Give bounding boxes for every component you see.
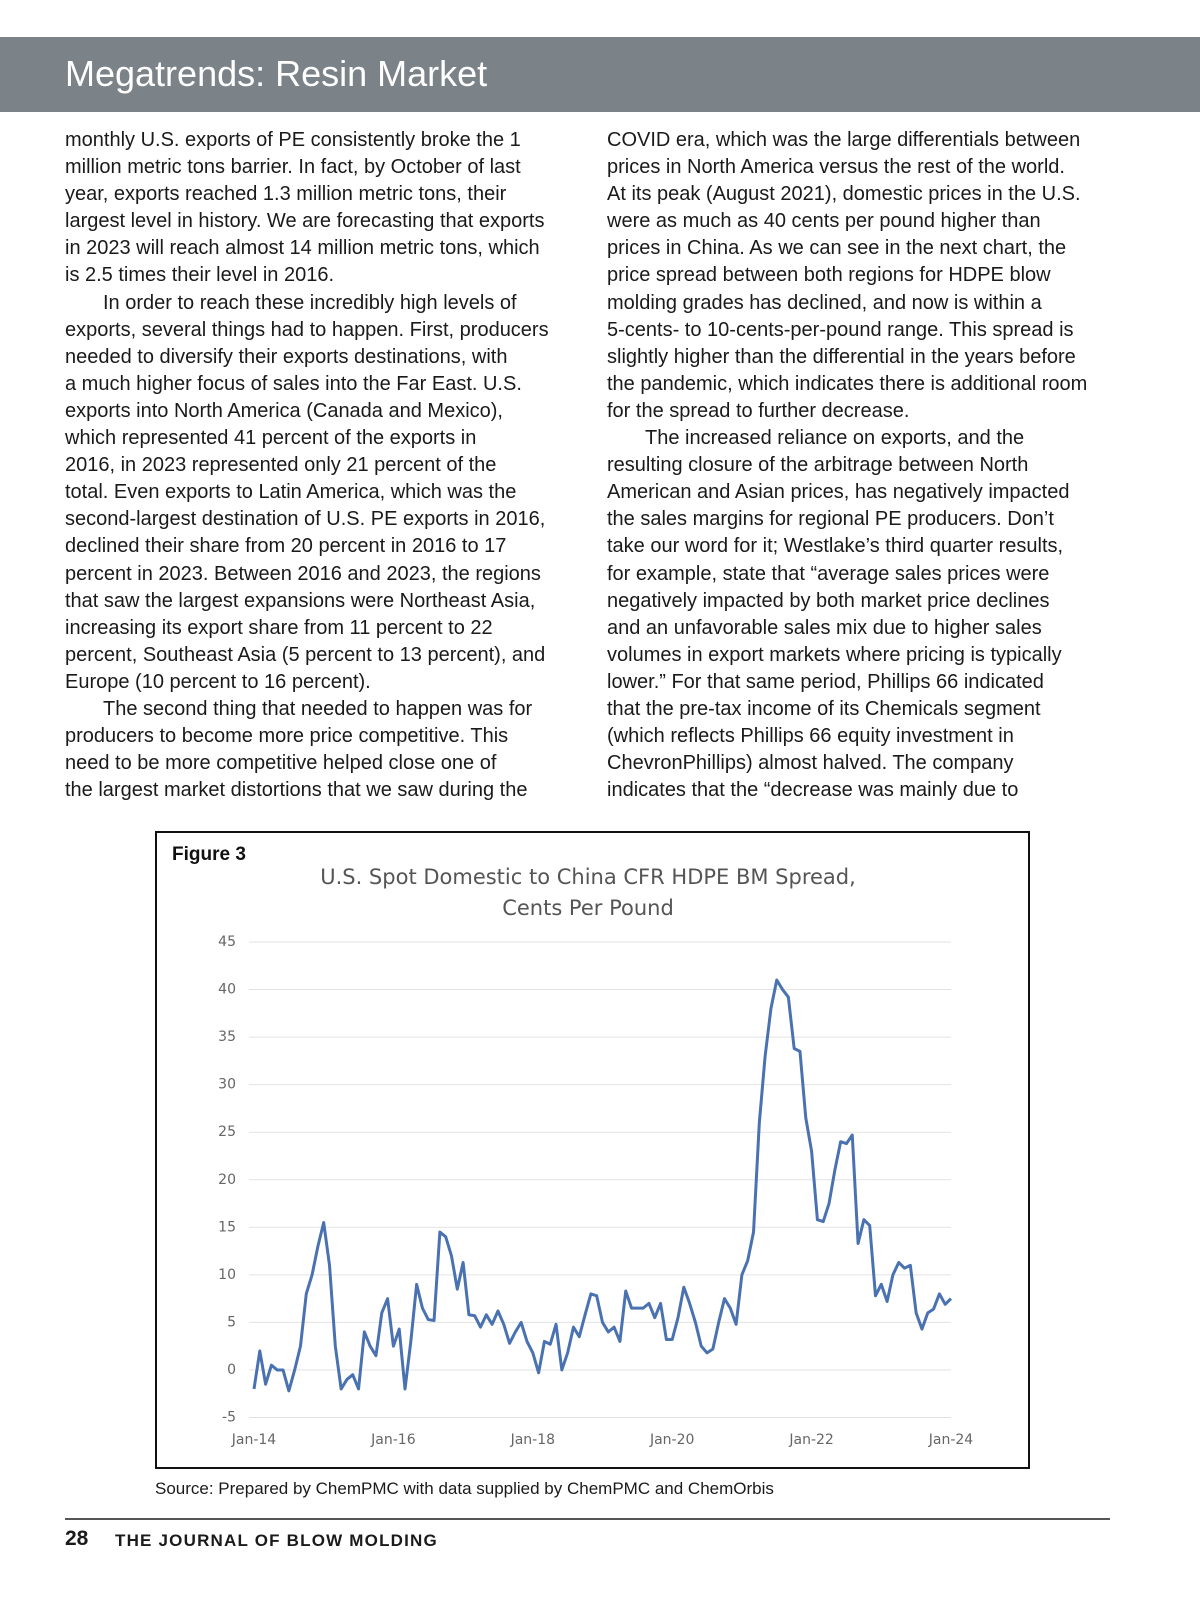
- y-tick-label: 40: [218, 982, 236, 998]
- text-line: year, exports reached 1.3 million metric…: [65, 183, 507, 206]
- text-line: producers to become more price competiti…: [65, 725, 509, 748]
- figure: Figure 3 U.S. Spot Domestic to China CFR…: [155, 831, 1030, 1469]
- x-tick-label: Jan-22: [788, 1432, 833, 1448]
- x-tick-label: Jan-16: [370, 1432, 416, 1448]
- y-tick-label: 0: [227, 1362, 236, 1378]
- paragraph: In order to reach these incredibly high …: [65, 290, 585, 696]
- text-line: that the pre-tax income of its Chemicals…: [607, 697, 1041, 720]
- paragraph: COVID era, which was the large different…: [607, 127, 1127, 425]
- text-line: that saw the largest expansions were Nor…: [65, 589, 536, 612]
- x-tick-label: Jan-14: [231, 1432, 277, 1448]
- text-line: exports into North America (Canada and M…: [65, 399, 503, 422]
- text-line: the sales margins for regional PE produc…: [607, 508, 1054, 531]
- data-line: [252, 978, 953, 1393]
- text-line: the pandemic, which indicates there is a…: [607, 372, 1088, 395]
- text-line: and an unfavorable sales mix due to high…: [607, 616, 1042, 639]
- text-line: the largest market distortions that we s…: [65, 779, 528, 802]
- chart-title: U.S. Spot Domestic to China CFR HDPE BM …: [320, 865, 856, 889]
- text-line: needed to diversify their exports destin…: [65, 345, 508, 368]
- text-line: COVID era, which was the large different…: [607, 129, 1081, 151]
- text-line: monthly U.S. exports of PE consistently …: [65, 129, 521, 151]
- y-tick-label: 30: [218, 1077, 236, 1093]
- y-tick-label: 5: [227, 1314, 236, 1330]
- text-line: for the spread to further decrease.: [607, 399, 910, 422]
- text-column: monthly U.S. exports of PE consistently …: [65, 127, 585, 804]
- text-line: were as much as 40 cents per pound highe…: [607, 210, 1041, 233]
- text-line: need to be more competitive helped close…: [65, 752, 497, 775]
- paragraph: The second thing that needed to happen w…: [65, 696, 585, 804]
- text-line: lower.” For that same period, Phillips 6…: [607, 670, 1044, 693]
- figure-source: Source: Prepared by ChemPMC with data su…: [155, 1479, 774, 1498]
- y-tick-label: 45: [218, 934, 236, 950]
- chart-title: Cents Per Pound: [502, 896, 674, 920]
- text-line: take our word for it; Westlake’s third q…: [607, 535, 1064, 558]
- text-line: for example, state that “average sales p…: [607, 562, 1050, 585]
- x-tick-label: Jan-20: [649, 1432, 694, 1448]
- text-line: declined their share from 20 percent in …: [65, 535, 507, 558]
- text-line: In order to reach these incredibly high …: [103, 291, 517, 314]
- text-line: The increased reliance on exports, and t…: [645, 427, 1025, 450]
- text-line: prices in North America versus the rest …: [607, 156, 1065, 179]
- y-tick-label: 20: [218, 1172, 236, 1188]
- text-line: price spread between both regions for HD…: [607, 264, 1051, 287]
- y-tick-label: 10: [218, 1267, 236, 1283]
- y-tick-label: 15: [218, 1219, 236, 1235]
- paragraph: The increased reliance on exports, and t…: [607, 425, 1127, 804]
- x-tick-label: Jan-24: [928, 1432, 974, 1448]
- text-line: percent, Southeast Asia (5 percent to 13…: [65, 643, 546, 666]
- text-line: (which reflects Phillips 66 equity inves…: [607, 725, 1014, 748]
- chart: Figure 3 U.S. Spot Domestic to China CFR…: [172, 844, 974, 1448]
- text-line: in 2023 will reach almost 14 million met…: [65, 237, 540, 260]
- text-line: a much higher focus of sales into the Fa…: [65, 372, 522, 395]
- text-line: ChevronPhillips) almost halved. The comp…: [607, 752, 1014, 775]
- y-tick-label: 35: [218, 1029, 236, 1045]
- text-line: which represented 41 percent of the expo…: [65, 427, 477, 450]
- text-line: indicates that the “decrease was mainly …: [607, 779, 1019, 802]
- text-line: molding grades has declined, and now is …: [607, 291, 1042, 314]
- x-tick-label: Jan-18: [510, 1432, 555, 1448]
- figure-label: Figure 3: [172, 844, 246, 865]
- text-line: total. Even exports to Latin America, wh…: [65, 481, 517, 504]
- text-line: increasing its export share from 11 perc…: [65, 616, 493, 639]
- text-line: American and Asian prices, has negativel…: [607, 481, 1070, 504]
- header-bar: Megatrends: Resin Market: [0, 37, 1200, 112]
- text-line: The second thing that needed to happen w…: [103, 697, 533, 720]
- text-line: slightly higher than the differential in…: [607, 345, 1076, 368]
- text-line: second-largest destination of U.S. PE ex…: [65, 508, 546, 531]
- text-line: prices in China. As we can see in the ne…: [607, 237, 1067, 260]
- paragraph: monthly U.S. exports of PE consistently …: [65, 127, 585, 290]
- text-line: 2016, in 2023 represented only 21 percen…: [65, 454, 497, 477]
- publication-name: THE JOURNAL OF BLOW MOLDING: [115, 1531, 438, 1550]
- text-line: volumes in export markets where pricing …: [607, 643, 1062, 666]
- text-line: exports, several things had to happen. F…: [65, 318, 549, 341]
- text-line: resulting closure of the arbitrage betwe…: [607, 454, 1029, 477]
- text-line: million metric tons barrier. In fact, by…: [65, 156, 521, 179]
- y-tick-label: -5: [222, 1410, 236, 1426]
- text-column: COVID era, which was the large different…: [607, 127, 1127, 804]
- text-line: negatively impacted by both market price…: [607, 589, 1050, 612]
- y-tick-label: 25: [218, 1124, 236, 1140]
- page-number: 28: [65, 1527, 89, 1550]
- text-line: percent in 2023. Between 2016 and 2023, …: [65, 562, 541, 585]
- header-title: Megatrends: Resin Market: [65, 53, 488, 94]
- text-line: Europe (10 percent to 16 percent).: [65, 670, 371, 693]
- text-line: At its peak (August 2021), domestic pric…: [607, 183, 1081, 206]
- text-line: largest level in history. We are forecas…: [65, 210, 545, 233]
- text-line: is 2.5 times their level in 2016.: [65, 264, 335, 287]
- text-line: 5-cents- to 10-cents-per-pound range. Th…: [607, 318, 1074, 341]
- footer-rule: [65, 1518, 1110, 1520]
